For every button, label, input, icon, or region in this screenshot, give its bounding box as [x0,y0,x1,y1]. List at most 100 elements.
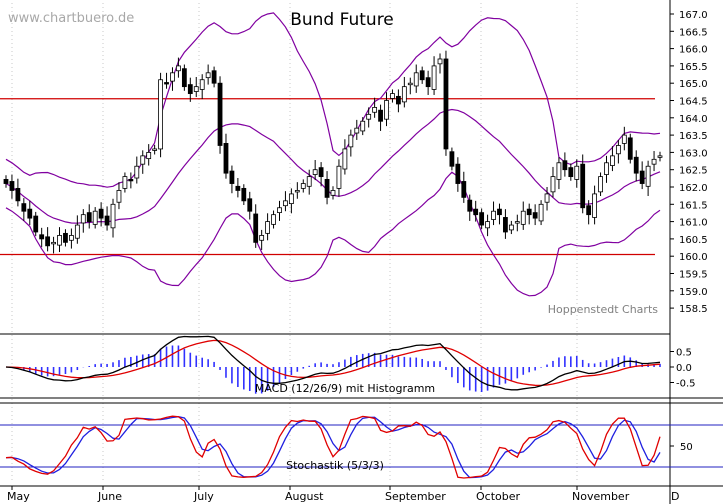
candle-body [580,163,586,209]
candle-body [253,213,259,243]
price-tick-label: 167.0 [679,10,708,21]
candle-body [217,82,223,146]
candle-body [134,165,140,179]
candle-body [324,178,330,198]
month-label: October [476,490,520,503]
candle-body [283,200,288,207]
price-tick-label: 166.5 [679,27,708,38]
price-tick-label: 160.0 [679,252,708,263]
candle-body [467,199,473,212]
price-axis: 167.0 166.5 166.0 165.5 165.0 164.5 164.0 163.5… [670,10,708,315]
macd-axis: 0.5 0.0 -0.5 [670,348,696,390]
price-tick-label: 163.0 [679,148,708,159]
candle-body [378,109,383,122]
candle-body [288,193,294,205]
candle-body [503,217,508,233]
candle-body [598,176,603,193]
candle-body [401,86,407,103]
price-tick-label: 161.0 [679,218,708,229]
candle-body [223,143,229,174]
stochastic-grid [0,424,723,468]
candle-body [259,235,265,241]
candle-body [146,151,152,160]
candle-body [425,77,431,88]
bollinger-lower [5,171,661,297]
candle-body [69,235,74,241]
candle-body [241,187,247,202]
candlesticks [3,50,663,254]
candle-body [574,165,580,180]
candle-body [199,79,205,90]
candle-body [247,198,253,212]
watermark: www.chartbuero.de [8,11,134,26]
stochastic-tick-label: 50 [680,442,693,453]
price-tick-label: 163.5 [679,131,708,142]
macd-tick-label: 0.5 [676,348,692,359]
candle-body [419,70,425,81]
candle-body [294,190,300,193]
candle-body [45,236,51,247]
candle-body [33,215,39,233]
candle-body [455,163,461,184]
month-label: D [671,490,679,503]
candle-body [336,165,342,189]
candle-body [300,183,306,189]
stochastic-axis: 50 [670,442,693,453]
macd-signal-line [5,339,661,387]
candle-body [193,86,199,92]
candle-body [449,151,455,167]
candle-body [586,205,592,216]
price-tick-label: 166.0 [679,45,708,56]
candle-body [366,113,372,120]
candle-body [384,100,389,120]
price-tick-label: 162.0 [679,183,708,194]
candle-body [39,234,45,240]
candle-body [532,212,538,219]
stochastic-panel: 50 [0,415,723,479]
candle-body [407,82,413,86]
candle-body [187,84,193,94]
stochastic-label: Stochastik (5/3/3) [286,459,384,472]
candle-body [461,181,467,198]
month-label: July [193,490,214,503]
candle-body [395,95,401,105]
candle-body [520,210,526,225]
candle-body [74,224,80,239]
candle-body [205,72,211,79]
candle-body [110,203,116,229]
candle-body [604,162,609,175]
candle-body [271,214,276,225]
candle-body [615,145,621,155]
candle-body [633,156,639,174]
candle-body [51,241,56,245]
candle-body [21,203,27,212]
candle-body [164,82,169,85]
macd-lines [5,335,661,391]
candle-body [265,221,271,234]
candle-body [372,107,378,113]
candle-body [229,170,235,184]
candle-body [9,181,15,191]
candle-body [235,185,241,191]
macd-tick-label: -0.5 [676,379,696,390]
candle-body [92,210,98,225]
candle-body [413,72,419,87]
candle-body [437,58,443,65]
macd-histogram [11,345,661,394]
candle-body [27,208,33,219]
candle-body [443,58,449,150]
candle-body [63,232,68,243]
candle-body [550,176,556,193]
candle-body [508,224,514,231]
candle-body [128,178,134,182]
chart-title: Bund Future [290,10,394,30]
candle-body [526,208,532,216]
price-tick-label: 164.5 [679,97,708,108]
candle-body [473,208,479,216]
price-tick-label: 162.5 [679,166,708,177]
candle-body [98,208,104,219]
price-tick-label: 159.5 [679,270,708,281]
candle-body [497,208,502,216]
price-tick-label: 165.5 [679,62,708,73]
